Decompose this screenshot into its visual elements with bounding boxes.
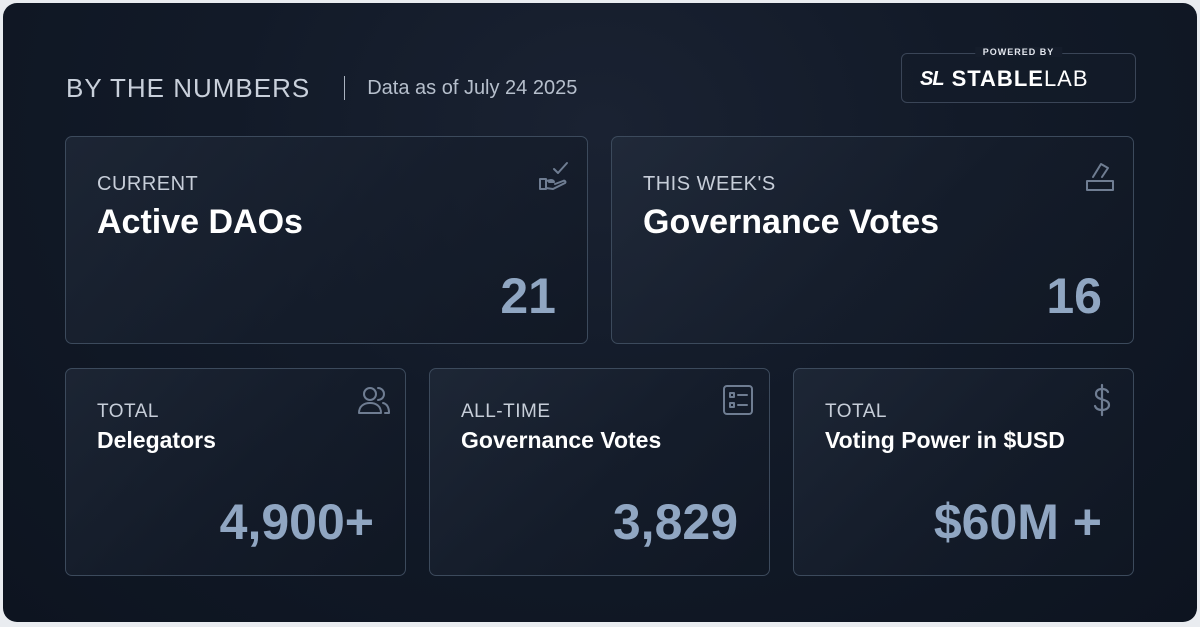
card-weekly-governance-votes: THIS WEEK'S Governance Votes 16 <box>611 136 1134 344</box>
users-icon <box>358 387 390 414</box>
powered-by-label: POWERED BY <box>974 47 1063 57</box>
logo-word-strong: STABLE <box>951 66 1044 91</box>
card-eyebrow: THIS WEEK'S <box>643 173 776 195</box>
card-value: 21 <box>500 268 556 324</box>
ballot-box-icon <box>1086 163 1114 191</box>
header: BY THE NUMBERS Data as of July 24 2025 <box>66 71 577 105</box>
header-divider <box>344 76 346 100</box>
card-total-voting-power: TOTAL Voting Power in $USD $60M + <box>793 368 1134 576</box>
card-value: 16 <box>1046 268 1102 324</box>
card-eyebrow: CURRENT <box>97 173 199 195</box>
card-active-daos: CURRENT Active DAOs 21 <box>65 136 588 344</box>
card-eyebrow: TOTAL <box>97 401 159 422</box>
data-date: Data as of July 24 2025 <box>367 76 578 99</box>
card-eyebrow: ALL-TIME <box>461 401 551 422</box>
powered-by-badge: POWERED BY SL STABLE LAB <box>901 47 1136 103</box>
card-alltime-governance-votes: ALL-TIME Governance Votes 3,829 <box>429 368 770 576</box>
card-title: Voting Power in $USD <box>825 427 1065 453</box>
page-title: BY THE NUMBERS <box>66 72 311 103</box>
dollar-icon <box>1093 383 1111 417</box>
stablelab-logo: SL STABLE LAB <box>920 66 1089 92</box>
dashboard-frame: BY THE NUMBERS Data as of July 24 2025 P… <box>3 3 1197 622</box>
logo-mark: SL <box>920 67 945 90</box>
card-title: Governance Votes <box>643 203 940 241</box>
card-eyebrow: TOTAL <box>825 401 887 422</box>
card-title: Active DAOs <box>97 203 303 241</box>
logo-word-light: LAB <box>1043 66 1089 91</box>
hand-check-icon <box>539 162 568 190</box>
card-title: Delegators <box>97 427 216 453</box>
card-total-delegators: TOTAL Delegators 4,900+ <box>65 368 406 576</box>
card-title: Governance Votes <box>461 427 662 453</box>
card-value: 3,829 <box>612 494 738 550</box>
checklist-icon <box>723 385 753 415</box>
card-value: $60M + <box>933 494 1102 550</box>
card-value: 4,900+ <box>219 494 374 550</box>
